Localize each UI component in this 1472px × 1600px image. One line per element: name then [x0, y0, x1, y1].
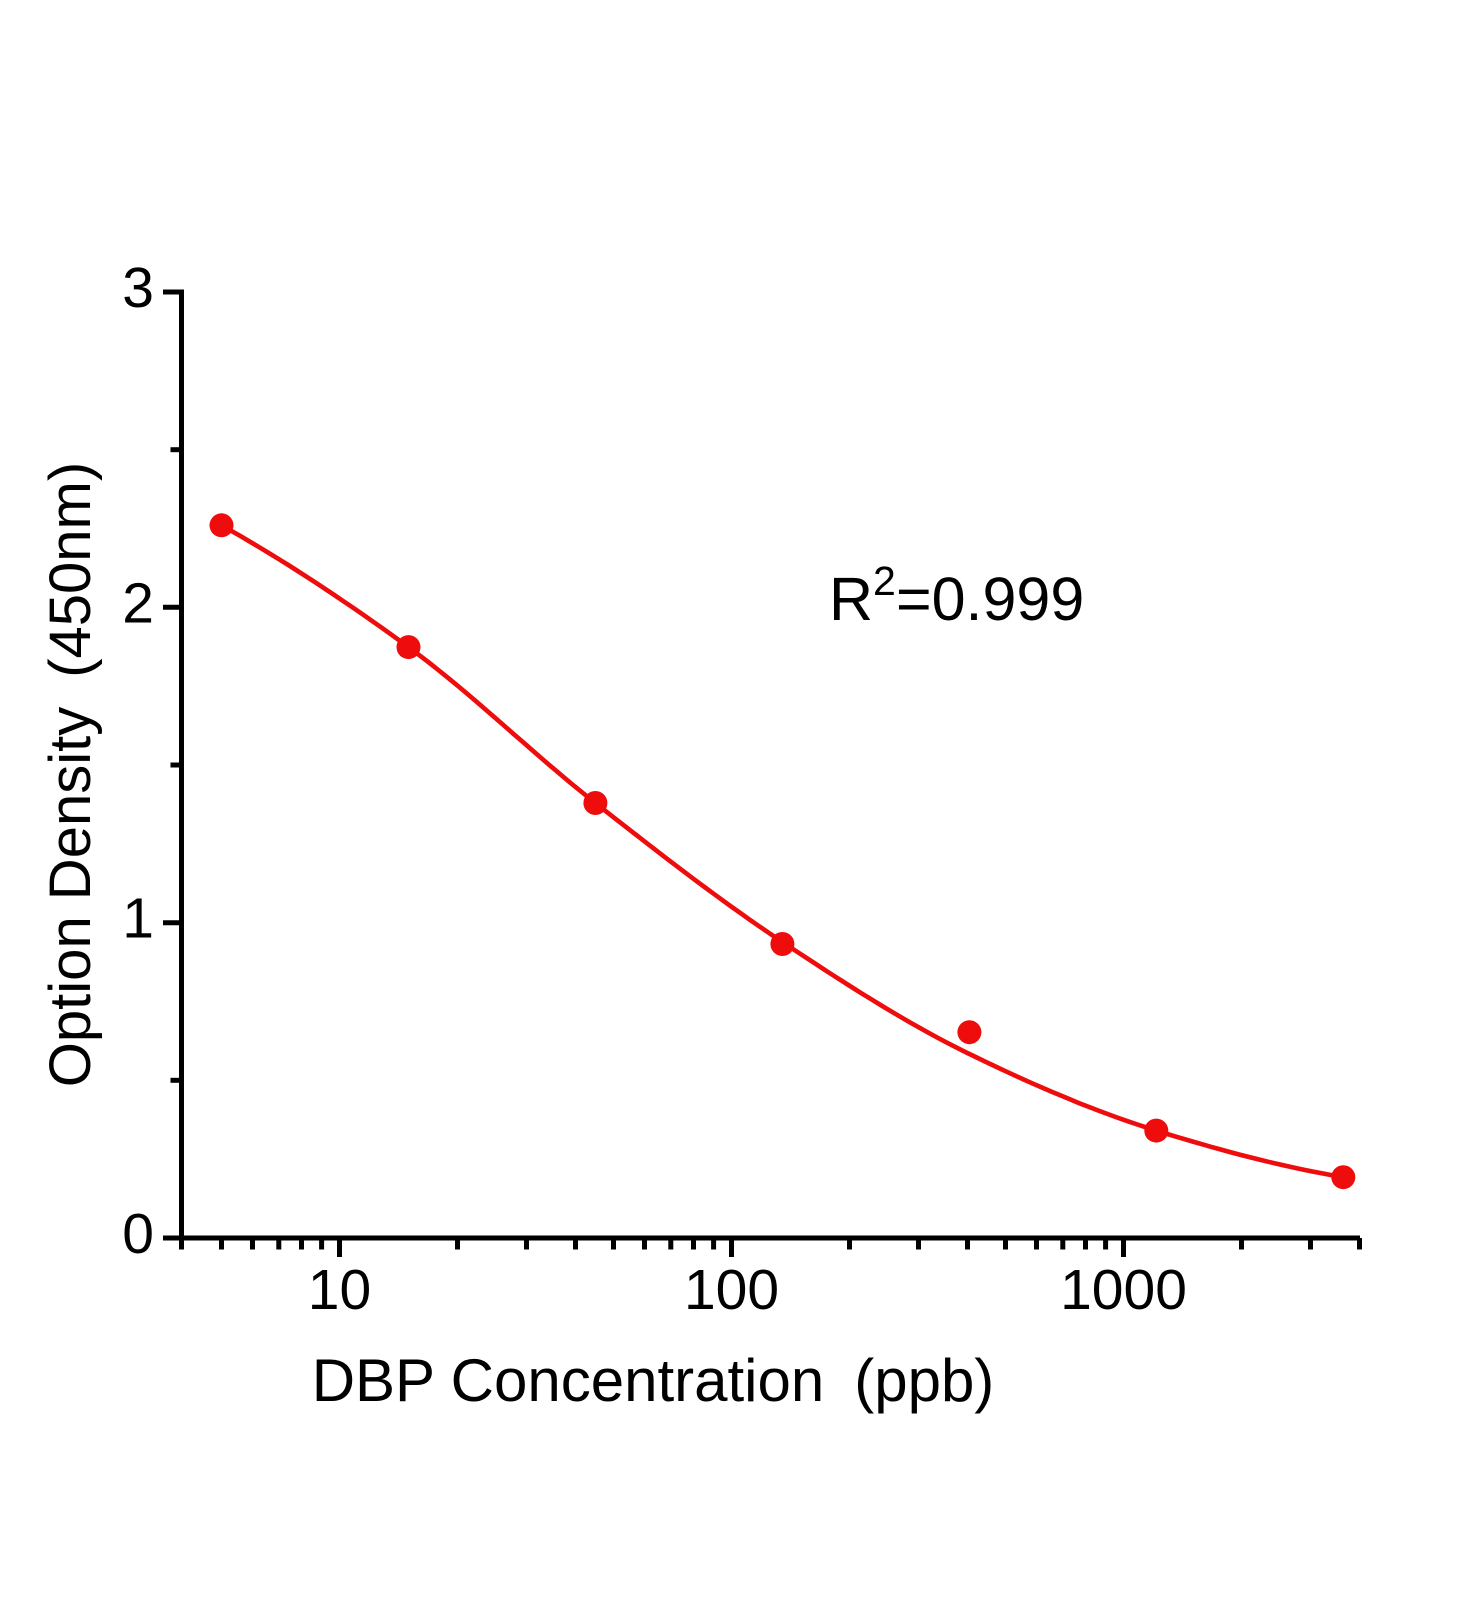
svg-text:2: 2	[122, 571, 154, 635]
svg-text:R: R	[829, 565, 873, 633]
svg-text:1000: 1000	[1060, 1258, 1187, 1322]
svg-text:1: 1	[122, 887, 154, 951]
svg-text:100: 100	[684, 1258, 779, 1322]
svg-text:0: 0	[122, 1202, 154, 1266]
svg-text:Option Density (450nm): Option Density (450nm)	[38, 462, 103, 1087]
svg-text:DBP Concentration (ppb): DBP Concentration (ppb)	[312, 1347, 995, 1414]
svg-text:3: 3	[122, 256, 154, 320]
svg-text:10: 10	[308, 1258, 371, 1322]
svg-text:=0.999: =0.999	[896, 565, 1084, 633]
